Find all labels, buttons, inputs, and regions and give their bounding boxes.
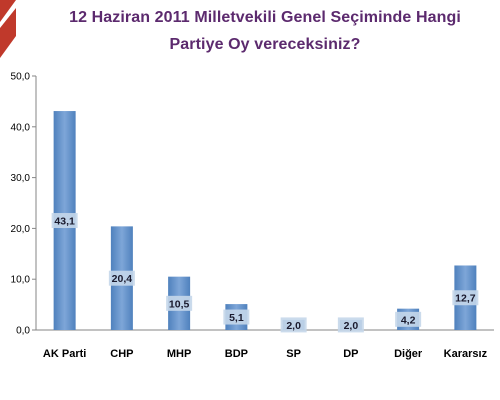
y-tick-label: 0,0 [16, 326, 30, 337]
chart-title-line-2: Partiye Oy vereceksiniz? [169, 36, 361, 53]
corner-shape [0, 0, 16, 22]
category-labels: AK Parti CHP MHP BDP SP DP Diğer Kararsız [43, 348, 488, 360]
data-label: 2,0 [344, 320, 359, 332]
data-label-box [395, 311, 422, 327]
y-tick-label: 20,0 [11, 224, 31, 235]
corner-shape [0, 8, 16, 58]
data-label: 10,5 [169, 298, 190, 310]
bar-series [53, 111, 477, 330]
category-label: Kararsız [444, 348, 488, 360]
category-label: SP [286, 348, 301, 360]
chart-axes: 0,0 10,0 20,0 30,0 40,0 50,0 [11, 72, 494, 337]
data-label-box [452, 290, 479, 306]
data-label: 2,0 [286, 320, 301, 332]
y-tick-label: 30,0 [11, 173, 31, 184]
corner-decoration [0, 0, 16, 58]
data-label-box [51, 213, 78, 229]
data-label-box [166, 295, 193, 311]
data-label-box [337, 317, 364, 333]
data-label: 43,1 [54, 216, 75, 228]
data-label: 5,1 [229, 312, 244, 324]
data-label-box [108, 270, 135, 286]
category-label: MHP [167, 348, 191, 360]
category-label: DP [343, 348, 358, 360]
chart-title-line-1: 12 Haziran 2011 Milletvekili Genel Seçim… [69, 9, 461, 26]
category-label: AK Parti [43, 348, 86, 360]
y-tick-label: 40,0 [11, 122, 31, 133]
data-label: 20,4 [112, 273, 133, 285]
y-tick-label: 10,0 [11, 275, 31, 286]
category-label: Diğer [394, 348, 423, 360]
category-label: BDP [225, 348, 248, 360]
data-label-box [223, 309, 250, 325]
data-label: 4,2 [401, 314, 416, 326]
data-label-box [280, 317, 307, 333]
data-label: 12,7 [455, 293, 476, 305]
data-labels: 43,1 20,4 10,5 5,1 2,0 2,0 4,2 12,7 [51, 213, 479, 333]
category-label: CHP [110, 348, 133, 360]
y-tick-label: 50,0 [11, 72, 31, 83]
